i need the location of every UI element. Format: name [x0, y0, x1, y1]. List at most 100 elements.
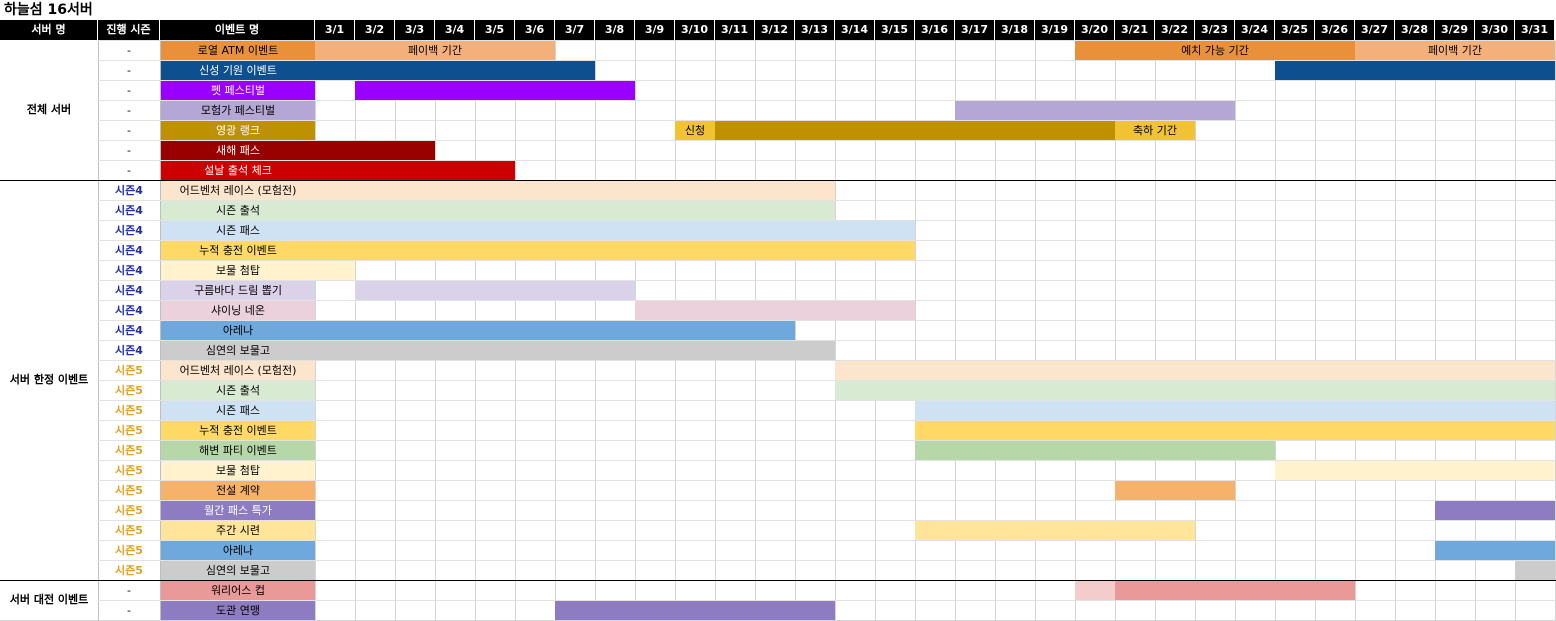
- row-season: -: [127, 44, 131, 57]
- grid-vline: [995, 40, 996, 620]
- schedule-bar: [835, 361, 1555, 380]
- header-day: 3/26: [1315, 20, 1355, 40]
- schedule-bar: 페이백 기간: [1355, 41, 1555, 60]
- event-name: 어드벤처 레이스 (모험전): [161, 181, 315, 200]
- schedule-bar: [1515, 561, 1555, 580]
- grid-vline: [98, 40, 99, 620]
- row-season: 시즌5: [115, 564, 143, 577]
- header-day: 3/22: [1155, 20, 1195, 40]
- grid-hline: [98, 380, 1556, 381]
- grid-hline: [98, 140, 1556, 141]
- header-season: 진행 시즌: [98, 20, 160, 40]
- header-day: 3/11: [715, 20, 755, 40]
- header-server: 서버 명: [0, 20, 98, 40]
- grid-hline: [98, 120, 1556, 121]
- grid-hline: [98, 400, 1556, 401]
- header-day: 3/5: [475, 20, 515, 40]
- row-season: 시즌4: [115, 324, 143, 337]
- grid-vline: [1395, 40, 1396, 620]
- row-season: 시즌5: [115, 524, 143, 537]
- schedule-bar: [955, 101, 1235, 120]
- schedule-bar: [835, 381, 1555, 400]
- grid-hline: [98, 520, 1556, 521]
- schedule-bar: [355, 281, 635, 300]
- sheet-title: 하늘섬 16서버: [4, 2, 93, 18]
- event-name: 전설 계약: [161, 481, 315, 500]
- grid-vline: [1355, 40, 1356, 620]
- grid-hline: [98, 220, 1556, 221]
- schedule-bar: 축하 기간: [1115, 121, 1195, 140]
- schedule-bar: 신청: [675, 121, 715, 140]
- schedule-bar: [915, 401, 1555, 420]
- schedule-bar: [1075, 581, 1115, 600]
- schedule-bar: [1435, 541, 1555, 560]
- grid-hline: [98, 440, 1556, 441]
- event-name: 어드벤처 레이스 (모험전): [161, 361, 315, 380]
- row-season: 시즌4: [115, 284, 143, 297]
- schedule-bar: [715, 121, 1115, 140]
- event-name: 아레나: [161, 321, 315, 340]
- header-day: 3/4: [435, 20, 475, 40]
- event-name: 심연의 보물고: [161, 561, 315, 580]
- row-season: 시즌5: [115, 384, 143, 397]
- header-day: 3/27: [1355, 20, 1395, 40]
- row-season: -: [127, 64, 131, 77]
- row-season: 시즌5: [115, 544, 143, 557]
- grid-vline: [915, 40, 916, 620]
- schedule-bar: [315, 61, 595, 80]
- row-season: -: [127, 584, 131, 597]
- event-name: 보물 첨탑: [161, 461, 315, 480]
- group-separator: [0, 180, 1556, 181]
- grid-vline: [1035, 40, 1036, 620]
- grid-vline: [160, 40, 161, 620]
- header-day: 3/28: [1395, 20, 1435, 40]
- schedule-bar: [315, 201, 835, 220]
- schedule-bar: [1435, 501, 1555, 520]
- event-name: 펫 페스티벌: [161, 81, 315, 100]
- header-day: 3/30: [1475, 20, 1515, 40]
- grid-hline: [98, 280, 1556, 281]
- row-season: 시즌5: [115, 444, 143, 457]
- schedule-bar: 페이백 기간: [315, 41, 555, 60]
- grid-hline: [98, 60, 1556, 61]
- grid-vline: [1475, 40, 1476, 620]
- grid-hline: [98, 240, 1556, 241]
- grid-vline: [1075, 40, 1076, 620]
- row-season: 시즌4: [115, 304, 143, 317]
- schedule-bar: [315, 221, 915, 240]
- event-name: 시즌 패스: [161, 221, 315, 240]
- grid-vline: [1195, 40, 1196, 620]
- row-season: 시즌5: [115, 504, 143, 517]
- schedule-bar: [1275, 61, 1555, 80]
- header-day: 3/8: [595, 20, 635, 40]
- grid-hline: [98, 480, 1556, 481]
- row-season: 시즌4: [115, 224, 143, 237]
- header-day: 3/21: [1115, 20, 1155, 40]
- row-season: -: [127, 84, 131, 97]
- event-name: 영광 랭크: [161, 121, 315, 140]
- group-label: 서버 대전 이벤트: [9, 593, 89, 606]
- schedule-bar: [555, 601, 835, 620]
- schedule-bar: [315, 241, 915, 260]
- row-season: 시즌4: [115, 264, 143, 277]
- header-day: 3/10: [675, 20, 715, 40]
- header-day: 3/29: [1435, 20, 1475, 40]
- event-name: 시즌 패스: [161, 401, 315, 420]
- event-name: 샤이닝 네온: [161, 301, 315, 320]
- grid-hline: [98, 360, 1556, 361]
- group-separator: [0, 580, 1556, 581]
- header-day: 3/2: [355, 20, 395, 40]
- grid-vline: [795, 40, 796, 620]
- event-name: 월간 패스 특가: [161, 501, 315, 520]
- schedule-bar: [635, 301, 915, 320]
- row-season: -: [127, 104, 131, 117]
- header-day: 3/12: [755, 20, 795, 40]
- grid-hline: [98, 160, 1556, 161]
- header-day: 3/14: [835, 20, 875, 40]
- grid-vline: [875, 40, 876, 620]
- header-day: 3/18: [995, 20, 1035, 40]
- grid-vline: [955, 40, 956, 620]
- grid-hline: [98, 260, 1556, 261]
- row-season: 시즌5: [115, 464, 143, 477]
- grid-hline: [98, 540, 1556, 541]
